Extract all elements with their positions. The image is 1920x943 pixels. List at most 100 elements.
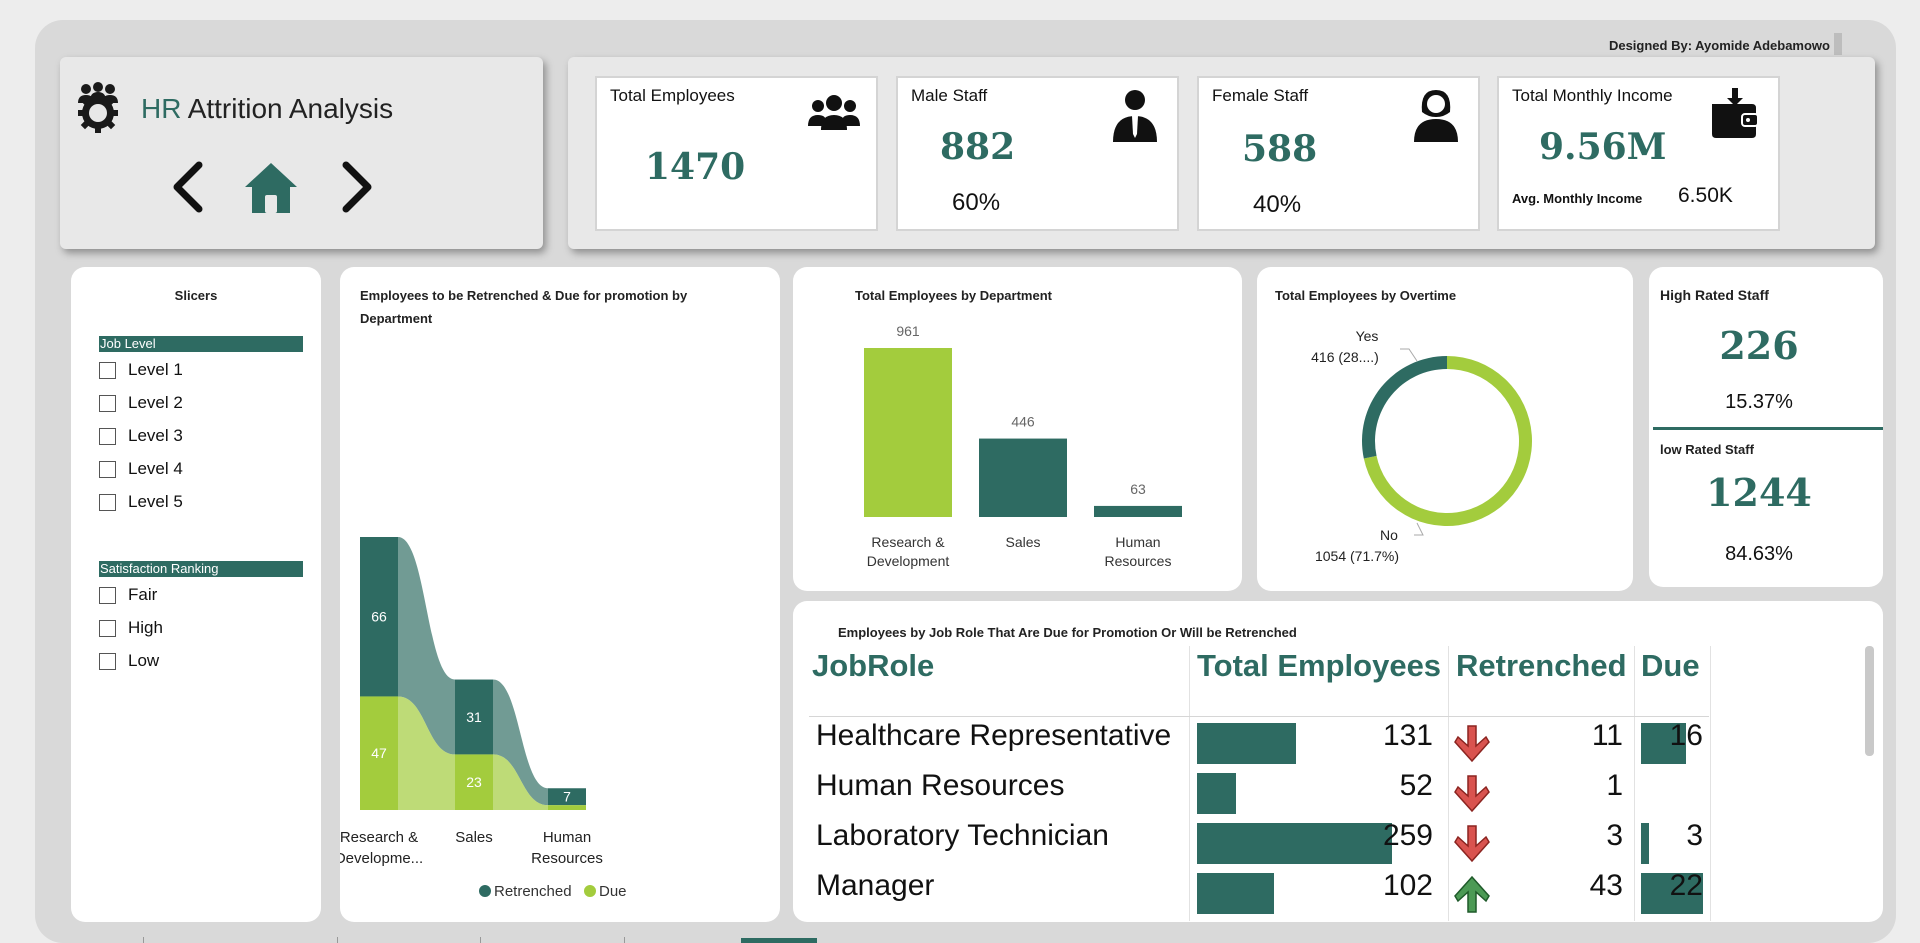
column-header-total[interactable]: Total Employees [1197,648,1442,683]
column-divider [1710,646,1711,921]
column-header-retrenched[interactable]: Retrenched [1456,648,1627,683]
checkbox[interactable] [99,619,116,637]
ribbon-chart-card: Employees to be Retrenched & Due for pro… [340,267,780,922]
data-label: 7 [563,789,571,805]
female-icon [1414,90,1458,142]
category-label: Research & [871,534,945,550]
bar-retrenched[interactable] [360,537,398,697]
due-cell: 3 [1686,819,1703,852]
bar-due[interactable] [455,754,493,810]
slicer-option[interactable]: High [99,617,163,639]
page-title: HR Attrition Analysis [141,93,394,124]
kpi-avg-label: Avg. Monthly Income [1512,191,1643,206]
designer-credit: Designed By: Ayomide Adebamowo [1608,38,1830,53]
bar-due[interactable] [548,805,586,810]
slicers-title: Slicers [174,288,218,303]
down-arrow-icon [1454,725,1490,763]
checkbox[interactable] [99,586,116,604]
ribbon-due [398,696,455,810]
chevron-left-icon[interactable] [167,157,211,217]
checkbox[interactable] [99,460,116,478]
department-chart-card: Total Employees by Department 961 Researc… [793,267,1242,591]
category-label: Development [867,553,950,569]
slicer-option[interactable]: Low [99,650,159,672]
jobrole-cell: Human Resources [816,769,1065,802]
category-label: Sales [1005,534,1040,550]
slicer-option[interactable]: Level 2 [99,392,183,414]
slicer-option[interactable]: Level 5 [99,491,183,513]
home-icon[interactable] [241,157,301,217]
kpi-avg-value: 6.50K [1678,184,1733,207]
slicers-panel: Slicers Job Level Level 1 Level 2 Level … [71,267,321,922]
jobrole-cell: Manager [816,869,935,902]
header-underline [809,716,1709,717]
high-rated-label: High Rated Staff [1660,287,1769,303]
chevron-right-icon[interactable] [334,157,378,217]
kpi-label: Female Staff [1212,86,1309,105]
checkbox[interactable] [99,361,116,379]
department-bar[interactable] [1094,505,1182,517]
data-label: 63 [1130,481,1146,497]
donut-data-label: 416 (28....) [1311,349,1379,365]
ribbon-chart: 66 47 Research & Developme... 31 23 Sales 7 Huma… [340,537,627,900]
checkbox[interactable] [99,652,116,670]
chart-title: Total Employees by Overtime [1275,288,1457,303]
department-bar[interactable] [864,348,952,517]
donut-data-label: 1054 (71.7%) [1315,548,1399,564]
slicer-option[interactable]: Level 4 [99,458,183,480]
wallet-icon [1712,88,1759,138]
scrollbar-thumb[interactable] [1865,646,1874,756]
category-label: Resources [531,850,603,867]
kpi-value: 9.56M [1539,126,1667,168]
due-cell: 16 [1669,719,1703,752]
title-panel: HR Attrition Analysis [60,57,543,249]
retrenched-cell: 3 [1606,819,1623,852]
male-icon [1113,90,1157,142]
chart-title: Employees to be Retrenched & Due for pro… [360,288,688,326]
donut-slice[interactable] [1362,356,1447,459]
retrenched-cell: 43 [1589,869,1623,902]
kpi-male-staff: Male Staff 882 60% [896,76,1179,231]
tab-separator [480,937,481,943]
kpi-total-employees: Total Employees 1470 [595,76,878,231]
data-label: 446 [1011,414,1035,430]
total-data-bar [1197,823,1392,864]
department-bar[interactable] [979,438,1067,517]
due-data-bar [1641,873,1703,914]
total-data-bar [1197,723,1296,764]
ribbon-retrenched [398,537,455,755]
group-icon [808,95,860,130]
chart-title: Total Employees by Department [855,288,1052,303]
overtime-donut-chart: Yes 416 (28....) No 1054 (71.7%) [1311,328,1532,564]
kpi-label: Male Staff [911,86,988,105]
data-label: 31 [466,709,482,725]
slicer-header-job-level: Job Level [99,336,303,352]
bar-retrenched[interactable] [548,788,586,806]
low-rated-percent: 84.63% [1725,543,1793,565]
down-arrow-icon [1454,825,1490,863]
checkbox[interactable] [99,493,116,511]
legend-marker [584,885,596,897]
slicer-option[interactable]: Level 1 [99,359,183,381]
bar-retrenched[interactable] [455,679,493,755]
checkbox[interactable] [99,427,116,445]
data-label: 47 [371,745,387,761]
low-rated-label: low Rated Staff [1660,442,1754,457]
checkbox[interactable] [99,394,116,412]
slicer-option[interactable]: Level 3 [99,425,183,447]
due-data-bar [1641,823,1650,864]
column-divider [1189,646,1190,921]
bar-due[interactable] [360,696,398,810]
column-header-jobrole[interactable]: JobRole [812,648,935,683]
kpi-label: Total Employees [610,86,735,105]
active-page-tab[interactable] [741,938,817,943]
overtime-chart-card: Total Employees by Overtime Yes 416 (28..… [1257,267,1633,591]
column-header-due[interactable]: Due [1641,648,1700,683]
slicer-option[interactable]: Fair [99,584,157,606]
tab-separator [143,937,144,943]
total-employees-cell: 102 [1382,869,1433,902]
category-label: Sales [455,829,493,846]
up-arrow-icon [1454,875,1490,913]
category-label: Developme... [340,850,423,867]
legend-label: Due [599,883,627,900]
